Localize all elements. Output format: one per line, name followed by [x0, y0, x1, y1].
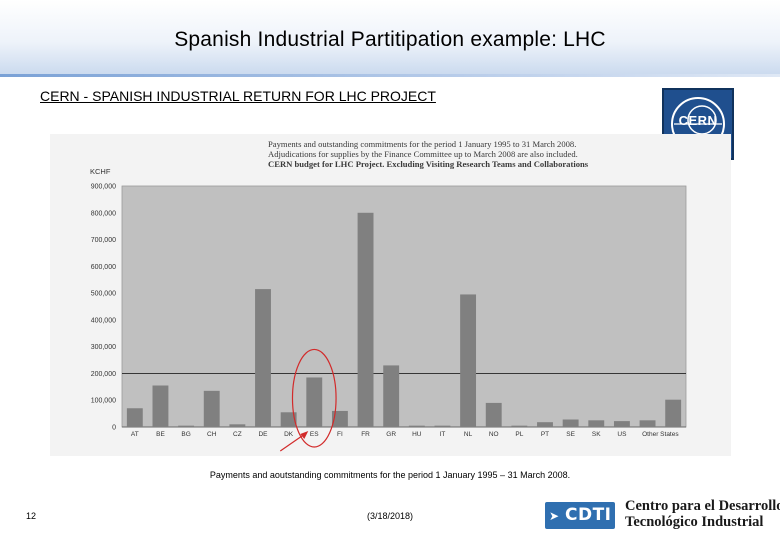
x-tick-label: SE — [566, 431, 575, 438]
bar — [665, 399, 682, 427]
section-heading: CERN - SPANISH INDUSTRIAL RETURN FOR LHC… — [40, 88, 436, 104]
x-tick-label: NL — [464, 431, 473, 438]
x-tick-label: AT — [131, 431, 139, 438]
bar — [460, 294, 477, 427]
x-tick-label: GR — [386, 431, 396, 438]
x-tick-label: HU — [412, 431, 422, 438]
x-tick-label: NO — [489, 431, 499, 438]
x-tick-label: IT — [440, 431, 446, 438]
bar — [306, 377, 323, 427]
highlight-arrow-head — [300, 431, 309, 439]
bar — [562, 419, 579, 427]
x-tick-label: PT — [541, 431, 549, 438]
x-tick-label: ES — [310, 431, 319, 438]
x-tick-label: PL — [515, 431, 523, 438]
header-band — [0, 0, 780, 76]
x-tick-label: US — [617, 431, 627, 438]
y-tick-label: 300,000 — [91, 344, 116, 351]
y-tick-label: 500,000 — [91, 291, 116, 298]
cdti-logo-text: CDTI — [565, 505, 612, 525]
bar — [255, 289, 271, 427]
x-tick-label: BE — [156, 431, 165, 438]
x-tick-label: CZ — [233, 431, 242, 438]
chart-note-2: Adjudications for supplies by the Financ… — [268, 149, 578, 159]
x-tick-label: FR — [361, 431, 370, 438]
x-tick-label: Other States — [642, 431, 679, 438]
y-tick-label: 800,000 — [91, 210, 116, 217]
plot-area — [121, 185, 687, 428]
cdti-logo: ➤ CDTI — [545, 502, 615, 529]
bar — [383, 365, 400, 427]
bar — [126, 408, 143, 427]
bar — [357, 212, 374, 427]
bar — [331, 410, 348, 427]
bar — [152, 385, 169, 427]
chart-note-3: CERN budget for LHC Project. Excluding V… — [268, 159, 589, 169]
x-tick-label: FI — [337, 431, 343, 438]
org-name-line-1: Centro para el Desarrollo — [625, 498, 780, 514]
y-tick-label: 0 — [112, 425, 116, 432]
bar — [434, 425, 451, 427]
page-number: 12 — [26, 511, 37, 521]
y-tick-label: 700,000 — [91, 237, 116, 244]
bar — [280, 412, 297, 427]
x-tick-label: BG — [181, 431, 190, 438]
y-tick-label: 200,000 — [91, 371, 116, 378]
chart-panel: Payments and outstanding commitments for… — [50, 134, 731, 456]
bar — [511, 425, 528, 427]
cern-logo-text: CERN — [678, 113, 718, 128]
bar — [229, 424, 246, 427]
bar — [203, 390, 220, 427]
y-axis-label: KCHF — [90, 167, 111, 176]
bar — [588, 420, 605, 427]
x-tick-label: DK — [284, 431, 294, 438]
bar — [408, 425, 425, 427]
x-tick-label: CH — [207, 431, 217, 438]
y-tick-label: 900,000 — [91, 184, 116, 191]
y-tick-label: 600,000 — [91, 264, 116, 271]
org-name-line-2: Tecnológico Industrial — [625, 514, 764, 530]
page-title: Spanish Industrial Partitipation example… — [174, 28, 606, 51]
bar — [537, 422, 553, 427]
x-tick-label: SK — [592, 431, 601, 438]
bar — [485, 402, 502, 427]
bar — [178, 425, 195, 427]
y-tick-label: 100,000 — [91, 398, 116, 405]
x-tick-label: DE — [258, 431, 268, 438]
bar — [639, 420, 656, 427]
bar — [613, 421, 630, 427]
chart-note-1: Payments and outstanding commitments for… — [268, 139, 577, 149]
footer-date: (3/18/2018) — [366, 511, 414, 521]
y-tick-label: 400,000 — [91, 317, 116, 324]
bar-chart: KCHF 0 100,000 200,000 300,000 400,000 500,000… — [90, 167, 687, 452]
cdti-arrow-icon: ➤ — [549, 509, 560, 523]
header-divider — [0, 74, 780, 77]
chart-caption: Payments and aoutstanding commitments fo… — [209, 470, 571, 480]
highlight-ellipse — [291, 348, 337, 448]
